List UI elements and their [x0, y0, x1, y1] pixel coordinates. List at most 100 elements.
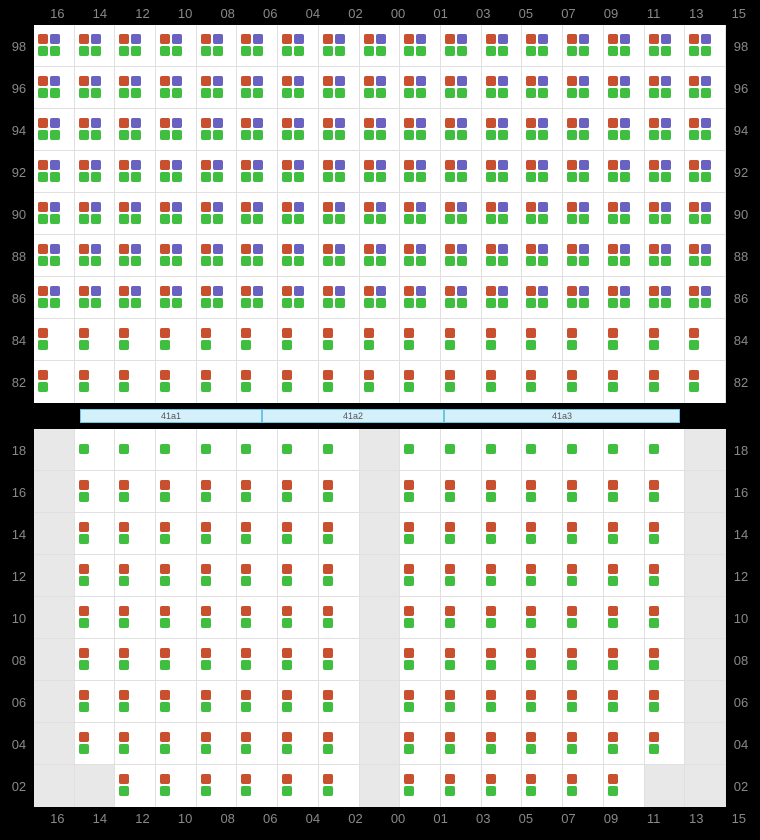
seat-marker[interactable]	[608, 76, 618, 86]
seat-cell[interactable]	[156, 765, 197, 807]
seat-marker[interactable]	[486, 648, 496, 658]
seat-marker[interactable]	[323, 34, 333, 44]
seat-marker[interactable]	[416, 286, 426, 296]
seat-marker[interactable]	[323, 564, 333, 574]
seat-marker[interactable]	[323, 576, 333, 586]
seat-marker[interactable]	[323, 480, 333, 490]
seat-marker[interactable]	[445, 76, 455, 86]
seat-cell[interactable]	[197, 723, 238, 765]
seat-cell[interactable]	[645, 639, 686, 681]
seat-cell[interactable]	[645, 681, 686, 723]
seat-marker[interactable]	[661, 130, 671, 140]
seat-marker[interactable]	[294, 118, 304, 128]
seat-marker[interactable]	[241, 492, 251, 502]
seat-marker[interactable]	[335, 46, 345, 56]
seat-marker[interactable]	[457, 160, 467, 170]
seat-cell[interactable]	[685, 277, 726, 319]
seat-marker[interactable]	[282, 732, 292, 742]
seat-marker[interactable]	[486, 702, 496, 712]
seat-marker[interactable]	[131, 34, 141, 44]
seat-cell[interactable]	[278, 471, 319, 513]
seat-marker[interactable]	[689, 202, 699, 212]
seat-marker[interactable]	[620, 118, 630, 128]
seat-marker[interactable]	[649, 46, 659, 56]
seat-marker[interactable]	[241, 564, 251, 574]
seat-marker[interactable]	[282, 328, 292, 338]
seat-marker[interactable]	[526, 606, 536, 616]
seat-cell[interactable]	[197, 597, 238, 639]
seat-marker[interactable]	[526, 256, 536, 266]
seat-cell[interactable]	[34, 723, 75, 765]
seat-marker[interactable]	[376, 76, 386, 86]
seat-marker[interactable]	[416, 34, 426, 44]
seat-cell[interactable]	[319, 193, 360, 235]
seat-marker[interactable]	[282, 88, 292, 98]
seat-marker[interactable]	[282, 172, 292, 182]
seat-cell[interactable]	[156, 639, 197, 681]
seat-marker[interactable]	[201, 370, 211, 380]
seat-marker[interactable]	[486, 564, 496, 574]
seat-marker[interactable]	[241, 522, 251, 532]
seat-marker[interactable]	[689, 130, 699, 140]
seat-marker[interactable]	[79, 522, 89, 532]
seat-marker[interactable]	[526, 130, 536, 140]
seat-marker[interactable]	[579, 46, 589, 56]
seat-marker[interactable]	[119, 76, 129, 86]
seat-marker[interactable]	[38, 202, 48, 212]
seat-cell[interactable]	[360, 25, 401, 67]
seat-cell[interactable]	[115, 555, 156, 597]
seat-marker[interactable]	[38, 244, 48, 254]
seat-marker[interactable]	[364, 130, 374, 140]
seat-marker[interactable]	[486, 46, 496, 56]
seat-marker[interactable]	[79, 492, 89, 502]
seat-marker[interactable]	[486, 370, 496, 380]
seat-marker[interactable]	[445, 172, 455, 182]
seat-cell[interactable]	[522, 765, 563, 807]
seat-cell[interactable]	[197, 513, 238, 555]
seat-cell[interactable]	[563, 193, 604, 235]
seat-marker[interactable]	[213, 118, 223, 128]
seat-marker[interactable]	[404, 172, 414, 182]
seat-marker[interactable]	[241, 382, 251, 392]
seat-cell[interactable]	[482, 471, 523, 513]
seat-marker[interactable]	[608, 786, 618, 796]
seat-marker[interactable]	[445, 786, 455, 796]
seat-marker[interactable]	[253, 286, 263, 296]
seat-cell[interactable]	[278, 67, 319, 109]
seat-marker[interactable]	[526, 744, 536, 754]
seat-marker[interactable]	[323, 172, 333, 182]
seat-marker[interactable]	[335, 286, 345, 296]
seat-marker[interactable]	[701, 130, 711, 140]
seat-marker[interactable]	[526, 732, 536, 742]
seat-cell[interactable]	[75, 151, 116, 193]
seat-cell[interactable]	[197, 639, 238, 681]
seat-marker[interactable]	[241, 702, 251, 712]
seat-cell[interactable]	[156, 151, 197, 193]
seat-cell[interactable]	[237, 235, 278, 277]
seat-cell[interactable]	[156, 723, 197, 765]
seat-marker[interactable]	[335, 118, 345, 128]
seat-marker[interactable]	[608, 286, 618, 296]
seat-marker[interactable]	[567, 172, 577, 182]
seat-marker[interactable]	[445, 298, 455, 308]
seat-cell[interactable]	[482, 513, 523, 555]
seat-marker[interactable]	[689, 214, 699, 224]
seat-marker[interactable]	[498, 130, 508, 140]
seat-marker[interactable]	[376, 244, 386, 254]
seat-marker[interactable]	[91, 202, 101, 212]
seat-marker[interactable]	[213, 298, 223, 308]
seat-marker[interactable]	[620, 46, 630, 56]
seat-marker[interactable]	[119, 744, 129, 754]
seat-marker[interactable]	[526, 88, 536, 98]
seat-marker[interactable]	[661, 244, 671, 254]
seat-marker[interactable]	[364, 76, 374, 86]
seat-marker[interactable]	[649, 214, 659, 224]
seat-marker[interactable]	[131, 76, 141, 86]
seat-cell[interactable]	[319, 277, 360, 319]
seat-cell[interactable]	[237, 277, 278, 319]
seat-marker[interactable]	[661, 76, 671, 86]
seat-marker[interactable]	[241, 256, 251, 266]
seat-marker[interactable]	[172, 256, 182, 266]
seat-marker[interactable]	[131, 160, 141, 170]
seat-marker[interactable]	[282, 298, 292, 308]
